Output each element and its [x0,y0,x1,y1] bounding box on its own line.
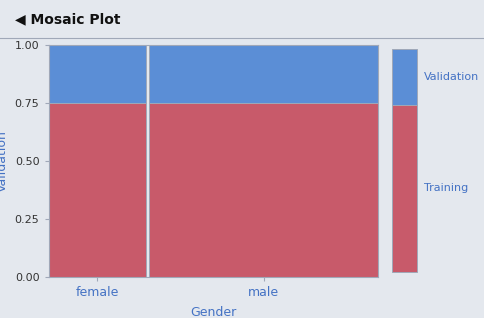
Bar [48,45,146,102]
Bar [48,102,146,277]
Bar [149,45,378,102]
Text: Training: Training [423,183,467,193]
Bar [392,105,416,272]
X-axis label: Gender: Gender [190,306,236,318]
Bar [149,102,378,277]
Bar [392,49,416,105]
Text: ◀ Mosaic Plot: ◀ Mosaic Plot [15,12,120,26]
Y-axis label: Validation: Validation [0,130,9,191]
Text: Validation: Validation [423,72,478,82]
